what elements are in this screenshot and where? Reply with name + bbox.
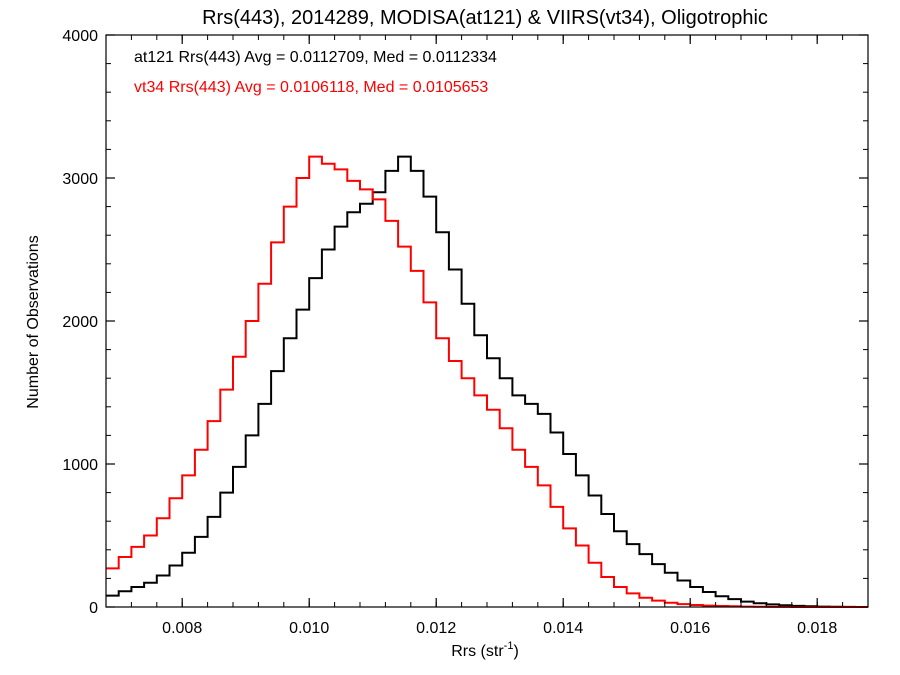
x-axis-title-end: ) <box>513 643 518 660</box>
x-tick-label: 0.010 <box>289 620 329 637</box>
x-tick-label: 0.018 <box>797 620 837 637</box>
y-axis-title: Number of Observations <box>25 235 42 408</box>
x-tick-label: 0.012 <box>416 620 456 637</box>
x-axis-title-main: Rrs (str <box>451 643 504 660</box>
plot-frame <box>105 34 869 608</box>
x-tick-label: 0.016 <box>670 620 710 637</box>
annotation-at121: at121 Rrs(443) Avg = 0.0112709, Med = 0.… <box>134 49 497 66</box>
annotation-vt34: vt34 Rrs(443) Avg = 0.0106118, Med = 0.0… <box>134 79 488 96</box>
x-axis-title: Rrs (str-1) <box>451 640 519 660</box>
y-tick-label: 1000 <box>62 457 98 474</box>
y-axis-label: Number of Observations <box>25 235 42 408</box>
y-tick-label: 0 <box>89 600 98 617</box>
histogram-series-1 <box>106 155 868 608</box>
x-tick-label: 0.014 <box>543 620 583 637</box>
histogram-series-0 <box>106 155 868 608</box>
y-tick-label: 3000 <box>62 171 98 188</box>
chart-title: Rrs(443), 2014289, MODISA(at121) & VIIRS… <box>202 7 768 29</box>
x-axis-title-sup: -1 <box>504 640 514 652</box>
series-layer <box>106 155 868 608</box>
y-tick-label: 4000 <box>62 28 98 45</box>
ticks-layer: 0.008 0.010 0.012 0.014 0.016 0.018 0 1000 2000 3… <box>62 28 869 637</box>
y-tick-label: 2000 <box>62 314 98 331</box>
x-tick-label: 0.008 <box>162 620 202 637</box>
